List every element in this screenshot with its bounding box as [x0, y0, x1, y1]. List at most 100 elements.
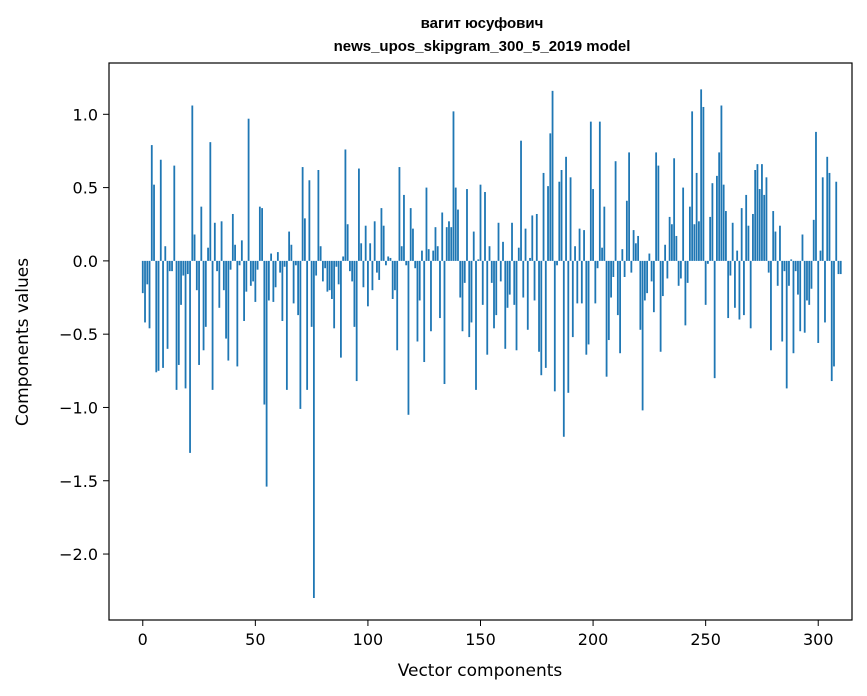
bar-88	[340, 260, 342, 358]
bar-173	[531, 215, 534, 261]
bar-1	[144, 260, 146, 323]
bar-264	[736, 250, 739, 261]
bar-91	[346, 224, 349, 261]
bar-120	[412, 228, 414, 261]
bar-52	[258, 206, 261, 261]
bar-65	[288, 231, 291, 261]
bar-211	[616, 260, 619, 316]
bar-298	[812, 219, 815, 261]
bar-215	[625, 200, 628, 261]
y-tick-label: −2.0	[59, 545, 98, 564]
bar-84	[331, 260, 333, 299]
bar-139	[454, 187, 457, 261]
bar-186	[560, 170, 563, 261]
bar-300	[817, 260, 820, 343]
y-tick-label: −1.0	[59, 398, 98, 417]
bar-42	[236, 260, 239, 367]
bar-243	[688, 206, 691, 261]
bar-3	[148, 260, 151, 329]
bar-59	[274, 260, 277, 288]
bar-15	[175, 260, 178, 390]
bar-290	[794, 260, 797, 272]
bar-152	[484, 191, 486, 261]
bar-256	[718, 152, 721, 261]
bar-46	[245, 260, 248, 292]
bar-248	[700, 89, 703, 261]
bar-67	[292, 260, 295, 304]
bar-305	[828, 172, 831, 261]
bar-277	[765, 177, 768, 261]
bar-259	[725, 211, 727, 261]
bar-246	[695, 172, 698, 261]
bar-36	[222, 260, 225, 291]
bar-283	[779, 225, 781, 261]
x-tick-label: 0	[138, 630, 148, 649]
bar-66	[290, 244, 293, 261]
bar-282	[776, 260, 779, 286]
x-tick-label: 100	[353, 630, 384, 649]
chart-title: вагит юсуфович	[421, 15, 544, 32]
bar-207	[607, 260, 610, 341]
y-tick-label: 0.5	[73, 179, 98, 198]
bar-170	[524, 228, 527, 261]
bar-135	[445, 227, 448, 261]
bar-292	[799, 260, 802, 332]
bar-288	[790, 259, 793, 261]
bar-245	[693, 224, 696, 261]
bar-254	[713, 260, 716, 379]
bar-174	[533, 260, 536, 301]
bar-130	[434, 227, 437, 261]
bar-6	[155, 260, 158, 373]
bar-34	[218, 260, 221, 308]
bar-108	[385, 260, 387, 266]
bar-21	[189, 260, 191, 453]
bar-118	[407, 260, 410, 415]
bar-168	[520, 140, 522, 261]
bar-176	[538, 260, 540, 352]
x-axis-ticks: 0 50 100 150 200 250 300	[138, 620, 834, 649]
bar-55	[265, 260, 268, 487]
bar-206	[605, 260, 608, 377]
bar-112	[394, 260, 396, 291]
bar-150	[479, 184, 482, 261]
bar-257	[720, 105, 723, 261]
bar-27	[202, 260, 205, 351]
bar-218	[632, 230, 635, 261]
bar-237	[675, 235, 678, 261]
bar-222	[641, 260, 644, 411]
bar-116	[403, 194, 405, 261]
bar-25	[198, 260, 200, 365]
bar-182	[551, 90, 554, 261]
bar-16	[177, 260, 180, 365]
bar-86	[335, 260, 338, 267]
bar-30	[209, 142, 212, 261]
bar-155	[490, 260, 493, 283]
bar-49	[252, 260, 254, 282]
bar-274	[758, 189, 761, 261]
bar-204	[601, 247, 603, 261]
bar-255	[716, 175, 718, 261]
bar-87	[337, 260, 340, 285]
bar-242	[686, 260, 689, 283]
bar-142	[461, 260, 464, 332]
bar-48	[249, 260, 252, 286]
x-tick-label: 50	[245, 630, 265, 649]
bar-269	[747, 225, 750, 261]
bar-58	[272, 260, 275, 302]
bar-98	[362, 260, 365, 288]
bar-63	[283, 260, 286, 267]
bar-301	[819, 250, 822, 261]
bar-96	[358, 168, 360, 261]
bar-253	[711, 183, 714, 261]
bar-224	[646, 260, 649, 294]
bar-296	[808, 260, 811, 305]
bar-190	[569, 177, 572, 261]
bar-200	[592, 189, 594, 261]
x-tick-label: 200	[578, 630, 609, 649]
bar-75	[310, 260, 313, 327]
bar-293	[801, 234, 804, 261]
bar-107	[382, 225, 385, 261]
bar-226	[650, 260, 653, 282]
bar-299	[815, 131, 817, 261]
bar-33	[216, 260, 218, 272]
